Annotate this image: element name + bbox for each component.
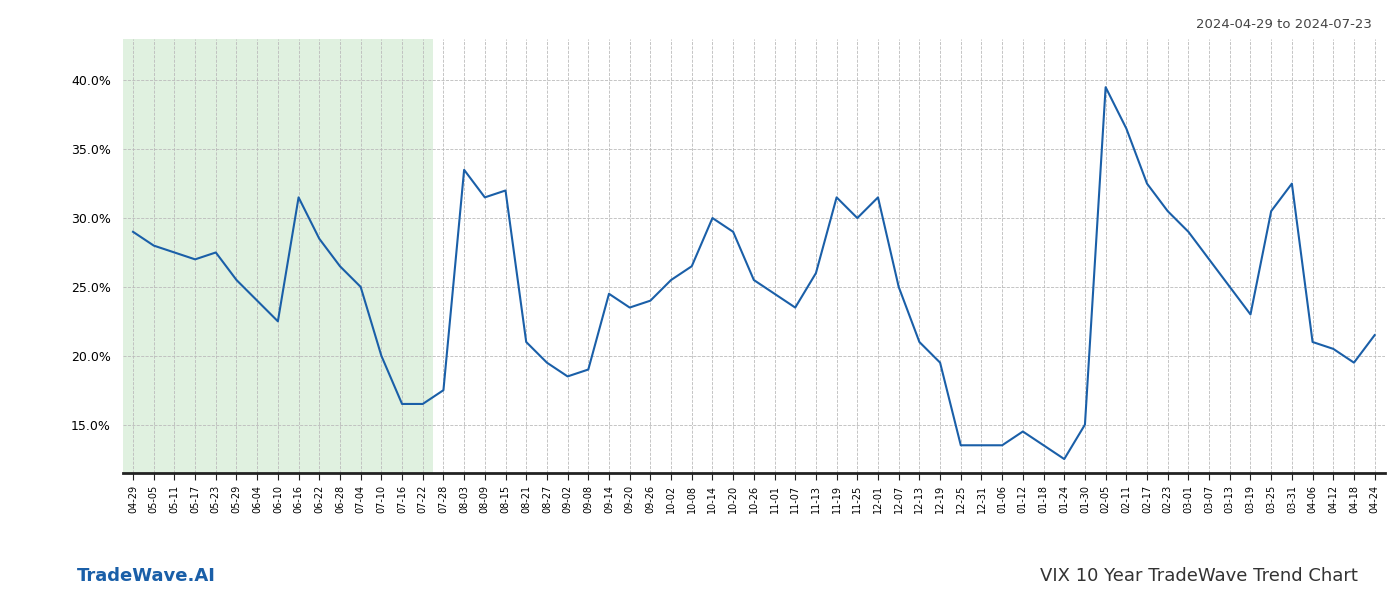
Text: VIX 10 Year TradeWave Trend Chart: VIX 10 Year TradeWave Trend Chart xyxy=(1040,567,1358,585)
Text: 2024-04-29 to 2024-07-23: 2024-04-29 to 2024-07-23 xyxy=(1196,18,1372,31)
Bar xyxy=(123,39,433,473)
Text: TradeWave.AI: TradeWave.AI xyxy=(77,567,216,585)
